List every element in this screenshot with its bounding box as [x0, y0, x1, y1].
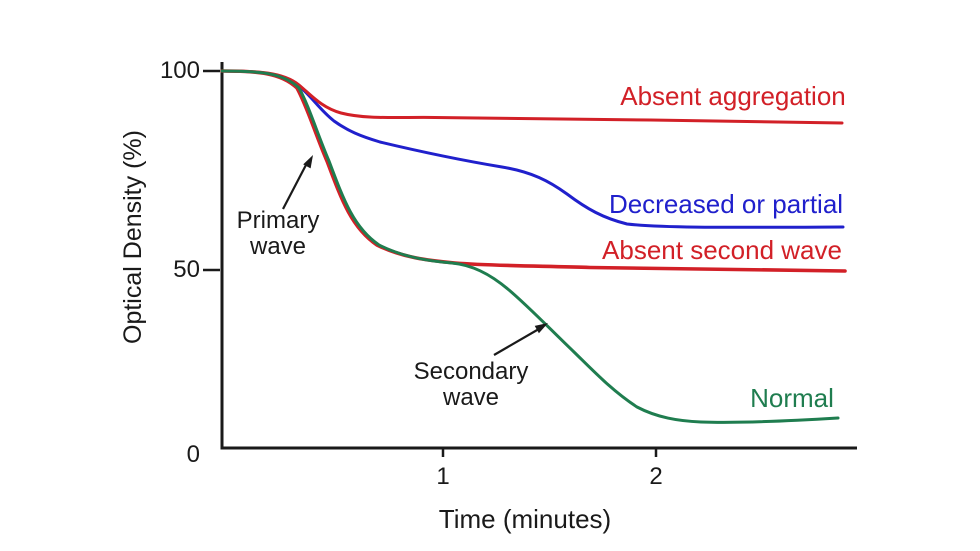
x-tick-label-2: 2: [649, 463, 663, 490]
annotation-primary-wave-line2: wave: [249, 233, 307, 260]
annotation-secondary-wave-line1: Secondary: [413, 358, 529, 385]
secondary-wave-arrow: [493, 323, 548, 356]
primary-wave-arrowhead: [303, 155, 313, 169]
y-tick-label-100: 100: [159, 57, 200, 84]
annotation-primary-wave-line1: Primary: [236, 207, 320, 234]
x-tick-label-1: 1: [436, 463, 450, 490]
annotation-secondary-wave-line2: wave: [442, 384, 500, 411]
y-tick-label-50: 50: [173, 256, 200, 283]
secondary-wave-arrowhead: [534, 323, 548, 334]
y-axis-title: Optical Density (%): [119, 130, 147, 344]
secondary-wave-arrow-line: [493, 328, 539, 356]
primary-wave-arrow-line: [282, 162, 308, 210]
label-normal: Normal: [750, 383, 834, 413]
label-absent-second-wave: Absent second wave: [602, 235, 842, 265]
annotation-primary-wave: Primary wave: [193, 208, 363, 260]
curve-normal: [220, 69, 840, 424]
x-axis-title: Time (minutes): [438, 504, 612, 534]
primary-wave-arrow: [282, 155, 313, 210]
annotation-secondary-wave: Secondary wave: [366, 359, 576, 411]
y-tick-label-0: 0: [186, 441, 200, 468]
label-absent-aggregation: Absent aggregation: [620, 81, 846, 111]
curve-absent-aggregation: [220, 69, 844, 125]
label-decreased-or-partial: Decreased or partial: [608, 189, 844, 219]
